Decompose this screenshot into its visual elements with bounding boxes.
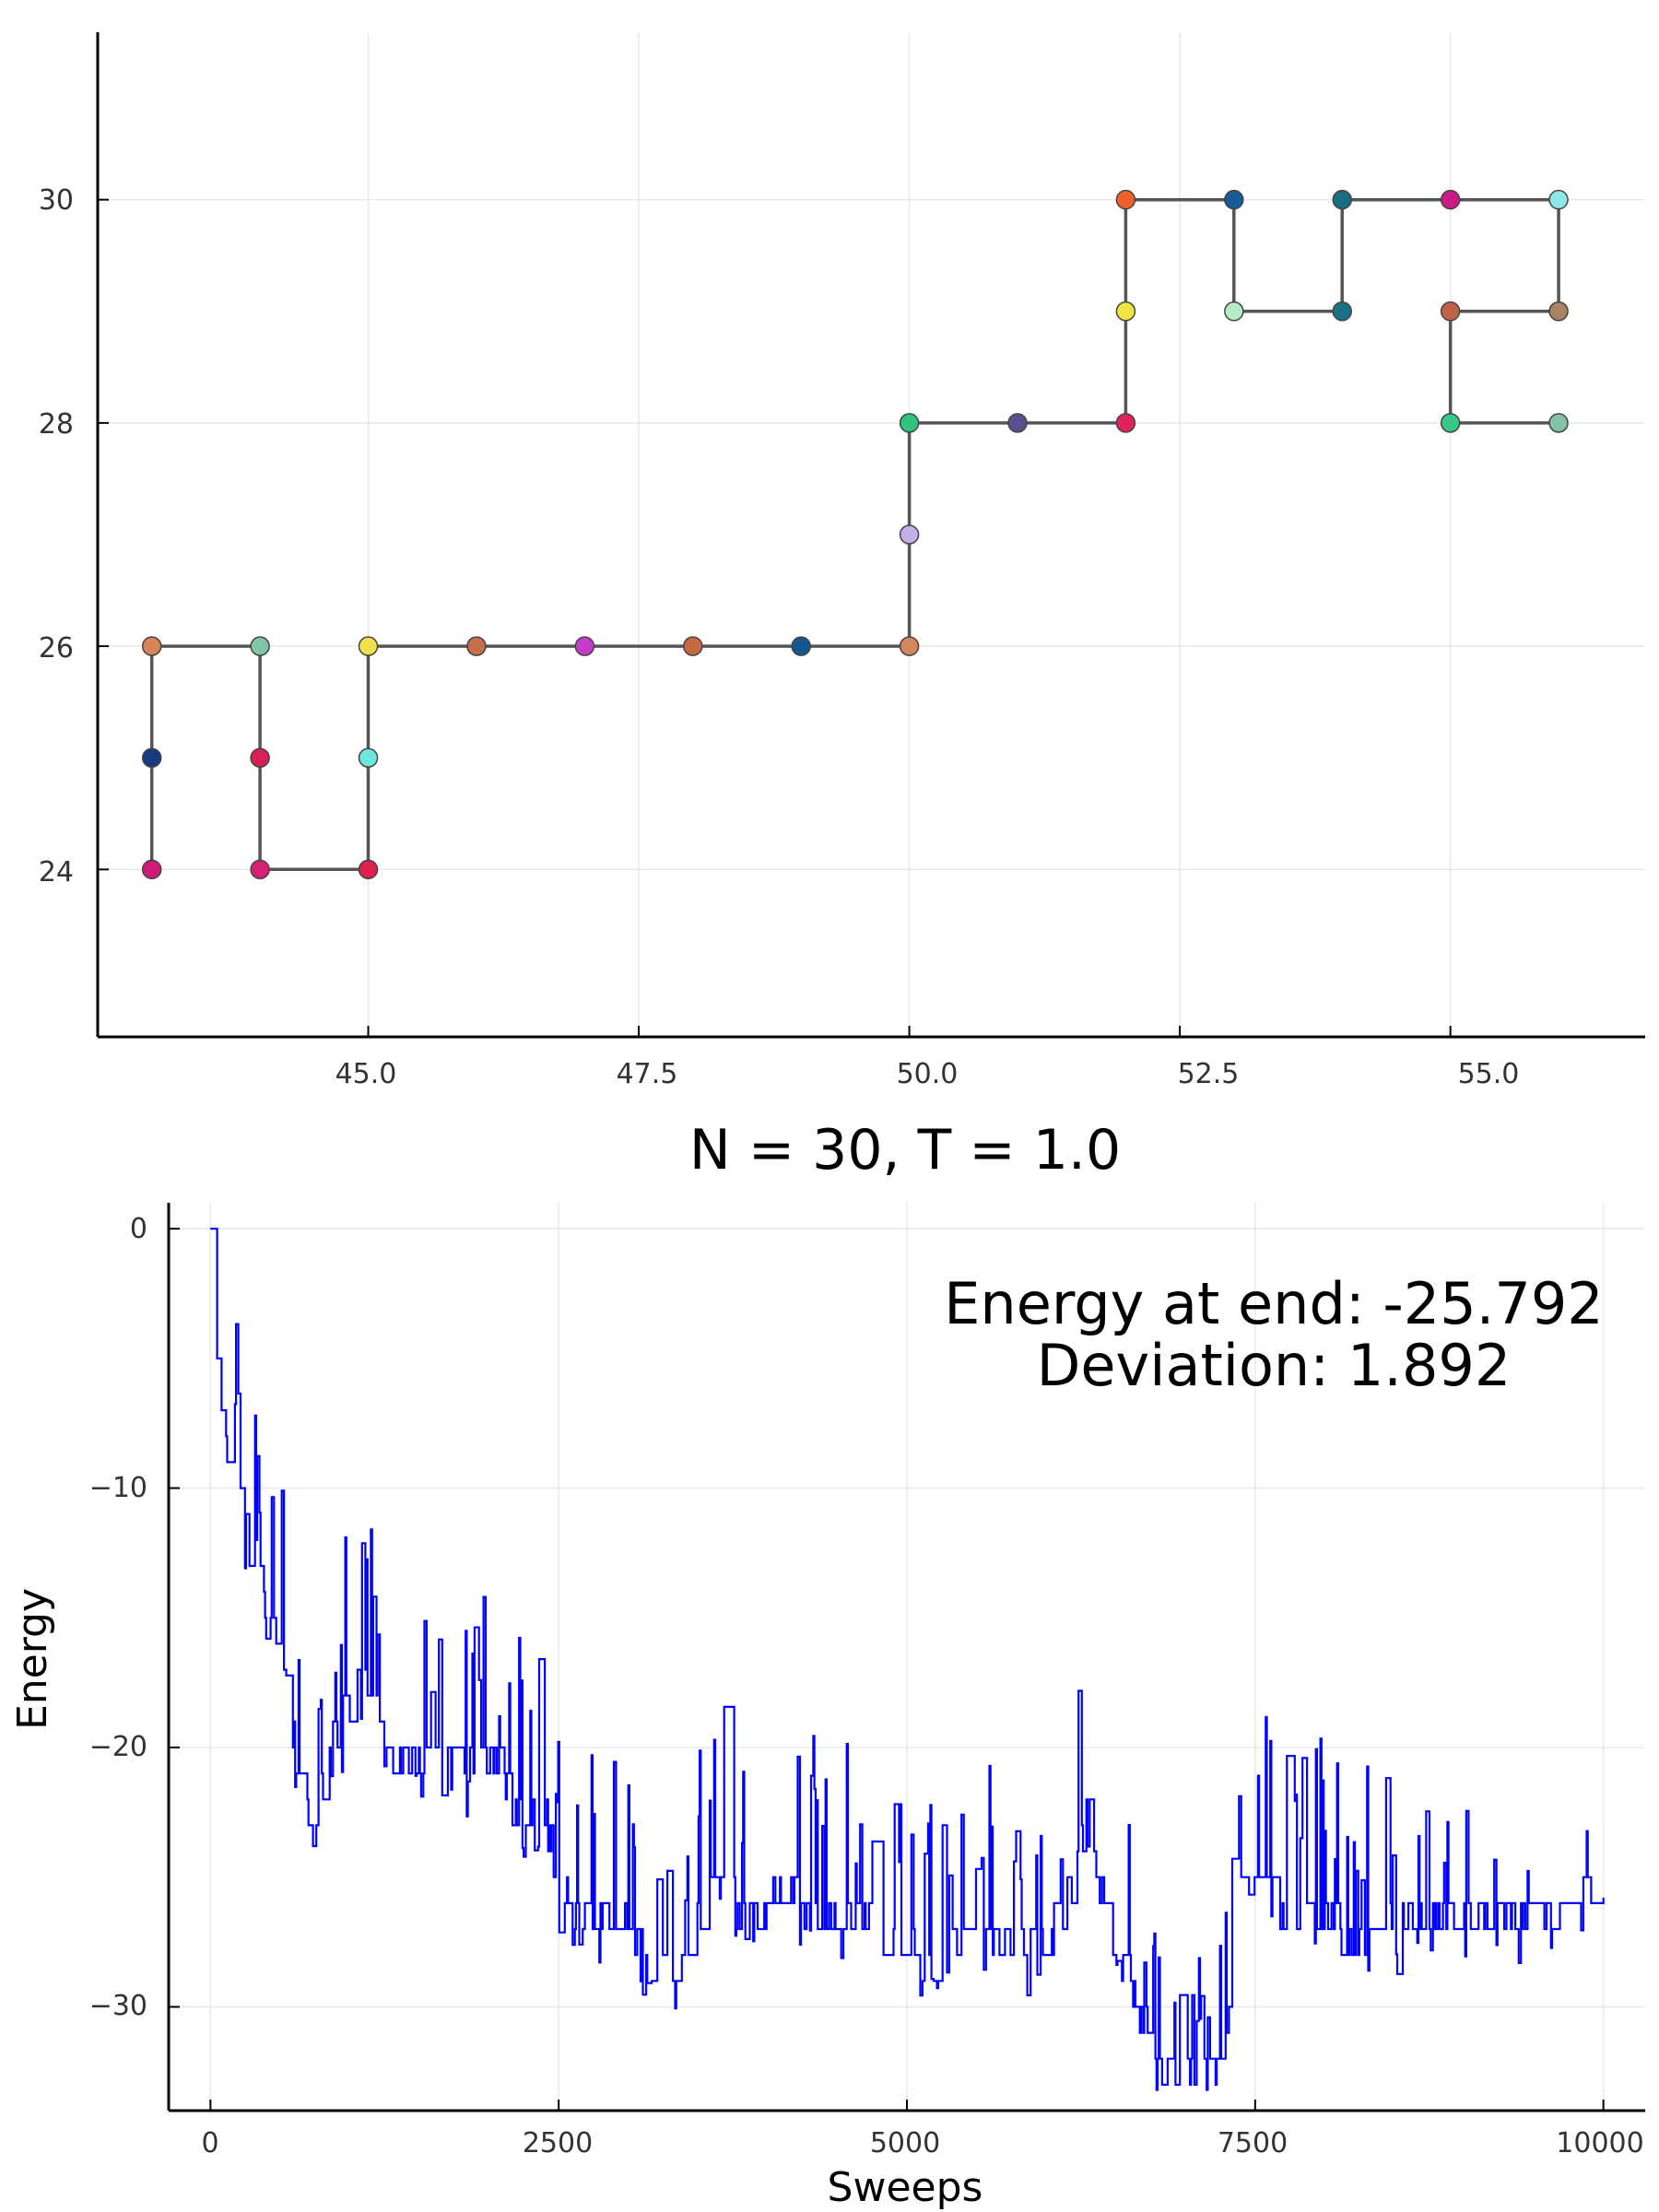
bottom-ytick-label: −30	[89, 1990, 147, 2022]
y-axis-label: Energy	[9, 1588, 56, 1730]
monomer-point	[899, 413, 920, 433]
monomer-point	[1548, 301, 1569, 322]
monomer-point	[250, 859, 270, 880]
monomer-point	[358, 747, 379, 768]
polymer-chain	[141, 189, 1569, 880]
monomer-point	[574, 636, 595, 656]
chart-title: N = 30, T = 1.0	[689, 1118, 1121, 1182]
top-xtick-label: 52.5	[1178, 1058, 1240, 1090]
top-ytick-label: 28	[39, 408, 74, 441]
monomer-point	[1440, 413, 1461, 433]
monomer-point	[1115, 413, 1136, 433]
top-xtick-label: 45.0	[335, 1058, 397, 1090]
monomer-point	[683, 636, 703, 656]
monomer-point	[899, 524, 920, 545]
monomer-point	[1548, 189, 1569, 210]
monomer-point	[358, 859, 379, 880]
monomer-point	[141, 859, 162, 880]
x-axis-label: Sweeps	[828, 2164, 983, 2211]
top-grid	[98, 32, 1645, 1037]
monomer-point	[1332, 301, 1352, 322]
monomer-point	[1548, 413, 1569, 433]
chain-line	[149, 197, 1560, 872]
bottom-xtick-label: 0	[201, 2127, 218, 2159]
monomer-point	[1224, 189, 1244, 210]
monomer-point	[250, 747, 270, 768]
monomer-point	[791, 636, 811, 656]
annotation-deviation: Deviation: 1.892	[1037, 1332, 1512, 1399]
monomer-point	[1440, 301, 1461, 322]
monomer-point	[141, 636, 162, 656]
energy-chart: N = 30, T = 1.0 0 2500 5000 7500 10000 0…	[9, 1118, 1645, 2211]
monomer-point	[358, 636, 379, 656]
energy-series	[210, 1228, 1605, 2091]
monomer-point	[1115, 189, 1136, 210]
top-xtick-label: 55.0	[1458, 1058, 1520, 1090]
bottom-ytick-label: −10	[89, 1472, 147, 1504]
top-ytick-label: 24	[39, 856, 74, 888]
bottom-xtick-label: 5000	[870, 2127, 940, 2159]
monomer-point	[899, 636, 920, 656]
polymer-lattice-chart: 45.0 47.5 50.0 52.5 55.0 24 26 28 30	[39, 32, 1645, 1090]
bottom-ytick-label: −20	[89, 1731, 147, 1763]
monomer-point	[141, 747, 162, 768]
top-xtick-label: 47.5	[617, 1058, 678, 1090]
bottom-grid	[169, 1203, 1645, 2111]
monomer-point	[1332, 189, 1352, 210]
bottom-xtick-label: 7500	[1218, 2127, 1288, 2159]
monomer-point	[1007, 413, 1028, 433]
top-ytick-label: 30	[39, 184, 74, 217]
annotation-energy-at-end: Energy at end: -25.792	[944, 1270, 1603, 1337]
monomer-point	[1440, 189, 1461, 210]
top-xtick-label: 50.0	[897, 1058, 959, 1090]
monomer-point	[1115, 301, 1136, 322]
energy-line	[210, 1228, 1605, 2091]
monomer-point	[250, 636, 270, 656]
bottom-xtick-label: 10000	[1556, 2127, 1643, 2159]
bottom-ytick-label: 0	[130, 1213, 147, 1245]
monomer-point	[466, 636, 487, 656]
monomer-point	[1224, 301, 1244, 322]
top-ytick-label: 26	[39, 632, 74, 665]
bottom-xtick-label: 2500	[523, 2127, 593, 2159]
